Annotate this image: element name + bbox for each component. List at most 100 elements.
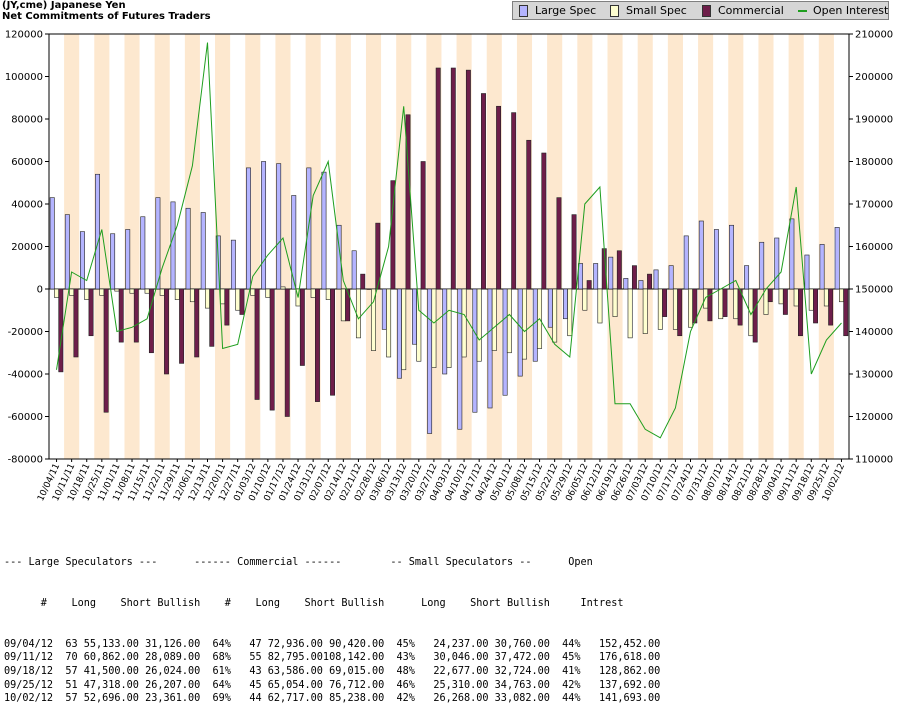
small-spec-bar <box>325 288 331 300</box>
small-spec-bar <box>552 288 558 343</box>
y-left-tick-label: -40000 <box>8 370 43 381</box>
large-spec-bar <box>487 288 493 409</box>
commercial-bar <box>677 288 683 337</box>
commercial-bar <box>148 288 154 354</box>
small-spec-bar <box>522 288 527 360</box>
large-spec-bar <box>683 235 689 290</box>
small-spec-bar <box>582 288 588 311</box>
large-spec-bar <box>729 224 734 290</box>
stats-table: --- Large Speculators --- ------ Commerc… <box>4 529 660 719</box>
commercial-bar <box>662 288 668 317</box>
large-spec-bar <box>321 171 327 290</box>
y-right-tick-label: 150000 <box>855 285 893 296</box>
y-left-tick-label: -80000 <box>8 455 43 466</box>
legend-label: Open Interest <box>813 4 889 17</box>
large-spec-bar <box>170 201 176 290</box>
commercial-bar <box>707 288 713 322</box>
commercial-bar <box>179 288 185 364</box>
large-spec-bar <box>246 167 251 290</box>
large-spec-bar <box>95 173 100 290</box>
large-spec-bar <box>291 195 297 290</box>
large-spec-bar <box>336 224 342 290</box>
stats-row: 09/18/12 57 41,500.00 26,024.00 61% 43 6… <box>4 665 661 677</box>
large-spec-bar <box>427 288 433 434</box>
small-spec-bar <box>159 288 165 296</box>
y-right-tick-label: 170000 <box>855 200 893 211</box>
large-spec-bar <box>230 239 236 290</box>
y-left-tick-label: 120000 <box>5 30 43 41</box>
large-spec-bar <box>140 216 146 290</box>
small-spec-bar <box>491 288 497 351</box>
band <box>758 34 774 459</box>
y-left-tick-label: -20000 <box>8 327 43 338</box>
y-left-tick-label: 100000 <box>5 72 43 83</box>
large-spec-bar <box>563 288 568 320</box>
small-spec-bar <box>718 288 724 320</box>
large-spec-bar <box>79 231 85 290</box>
commercial-bar <box>767 288 773 303</box>
large-spec-bar <box>412 288 417 345</box>
commercial-bar <box>405 114 411 290</box>
legend-item-3: Open Interest <box>798 4 888 17</box>
large-spec-bar <box>698 220 704 290</box>
commercial-bar <box>798 288 803 337</box>
y-right-tick-label: 110000 <box>855 455 893 466</box>
commercial-bar <box>450 67 456 290</box>
commercial-bar <box>254 288 260 400</box>
large-spec-bar <box>185 207 191 290</box>
large-spec-bar <box>668 265 674 290</box>
commercial-bar <box>465 69 471 290</box>
large-spec-bar <box>276 163 282 290</box>
legend-label: Commercial <box>718 4 784 17</box>
large-spec-bar <box>351 250 357 290</box>
large-spec-bar <box>49 197 55 290</box>
legend-swatch <box>798 9 807 12</box>
small-spec-bar <box>627 288 633 339</box>
small-spec-bar <box>733 288 739 320</box>
small-spec-bar <box>355 288 361 339</box>
band <box>607 34 623 459</box>
large-spec-bar <box>366 288 372 290</box>
commercial-bar <box>194 288 200 358</box>
large-spec-bar <box>64 214 70 290</box>
large-spec-bar <box>638 280 644 290</box>
band <box>124 34 140 459</box>
legend-swatch <box>519 4 528 17</box>
small-spec-bar <box>612 288 618 317</box>
large-spec-bar <box>774 237 780 290</box>
commercial-bar <box>435 67 441 290</box>
commercial-bar <box>752 288 758 343</box>
small-spec-bar <box>476 288 482 362</box>
commercial-bar <box>224 288 230 326</box>
small-spec-bar <box>220 288 226 305</box>
commercial-bar <box>73 288 79 358</box>
chart-subtitle: Net Commitments of Futures Traders <box>2 11 211 22</box>
chart-svg: 120000100000800006000040000200000-20000-… <box>5 30 893 503</box>
legend: Large Spec Small Spec Commercial Open Inter… <box>512 1 889 20</box>
commercial-bar <box>586 280 592 290</box>
small-spec-bar <box>205 288 210 309</box>
large-spec-bar <box>502 288 508 396</box>
commercial-bar <box>88 288 94 337</box>
small-spec-bar <box>401 288 407 371</box>
y-left-tick-label: 60000 <box>11 157 43 168</box>
commercial-bar <box>164 288 169 375</box>
large-spec-bar <box>457 288 463 430</box>
large-spec-bar <box>306 167 312 290</box>
small-spec-bar <box>265 288 271 298</box>
commercial-bar <box>284 288 290 417</box>
y-left-tick-label: -60000 <box>8 412 43 423</box>
large-spec-bar <box>789 218 795 290</box>
band <box>698 34 714 459</box>
small-spec-bar <box>793 288 799 307</box>
band <box>547 34 563 459</box>
y-right-tick-label: 160000 <box>855 242 893 253</box>
small-spec-bar <box>84 288 90 300</box>
small-spec-bar <box>657 288 663 330</box>
commercial-bar <box>782 288 788 315</box>
legend-item-1: Small Spec <box>610 4 687 17</box>
small-spec-bar <box>642 288 648 334</box>
commercial-bar <box>631 265 637 290</box>
y-right-tick-label: 180000 <box>855 157 893 168</box>
commercial-bar <box>420 161 426 290</box>
